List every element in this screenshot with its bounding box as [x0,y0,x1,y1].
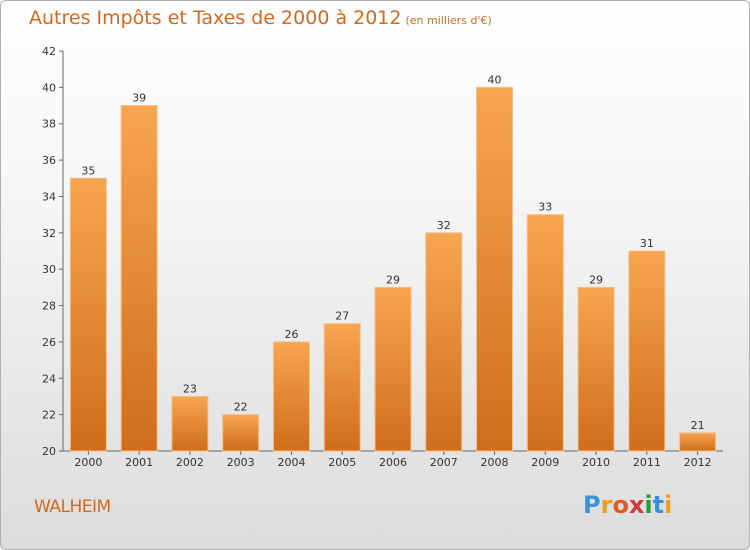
bar-2002 [171,395,209,452]
value-label: 26 [284,328,298,341]
logo-letter: r [600,491,613,519]
value-label: 27 [335,310,349,323]
value-label: 31 [640,237,654,250]
chart-title-text: Autres Impôts et Taxes de 2000 à 2012 [29,7,402,29]
proxiti-logo: Proxiti [583,491,672,519]
x-tick-label: 2007 [430,456,458,469]
bar-2009 [526,214,564,452]
bar-2005 [323,323,361,452]
logo-letter: i [644,491,653,519]
x-tick-label: 2001 [125,456,153,469]
value-label: 23 [183,382,197,395]
bar-2003 [222,414,260,452]
city-name: WALHEIM [34,497,111,517]
value-label: 33 [538,201,552,214]
y-tick-label: 42 [42,45,56,58]
y-tick-label: 32 [42,227,56,240]
value-label: 39 [132,92,146,105]
data-labels: 35 39 23 22 26 27 29 32 40 33 29 31 21 [81,73,704,431]
y-tick-label: 24 [42,372,56,385]
value-label: 32 [437,219,451,232]
x-tick-label: 2009 [531,456,559,469]
x-tick-label: 2008 [481,456,509,469]
value-label: 21 [691,419,705,432]
y-tick-label: 34 [42,190,56,203]
y-tick-label: 22 [42,409,56,422]
bar-2012 [679,432,717,452]
bar-2000 [69,177,107,452]
bar-2001 [120,105,158,452]
chart-title: Autres Impôts et Taxes de 2000 à 2012 (en… [29,7,492,29]
x-tick-label: 2000 [74,456,102,469]
x-tick-label: 2002 [176,456,204,469]
y-tick-label: 28 [42,300,56,313]
bars [69,86,717,452]
y-tick-label: 36 [42,154,56,167]
value-label: 22 [234,401,248,414]
chart-unit: (en milliers d'€) [405,14,492,27]
y-tick-label: 26 [42,336,56,349]
x-tick-label: 2003 [227,456,255,469]
bar-2006 [374,286,412,452]
x-tick-label: 2012 [684,456,712,469]
x-tick-label: 2004 [277,456,305,469]
y-tick-label: 20 [42,445,56,458]
logo-letter: t [652,491,665,519]
value-label: 29 [386,273,400,286]
logo-letter: o [612,491,629,519]
logo-letter: P [583,491,601,519]
value-label: 35 [81,164,95,177]
logo-letter: x [628,491,645,519]
x-tick-label: 2006 [379,456,407,469]
y-tick-label: 38 [42,118,56,131]
y-tick-label: 40 [42,81,56,94]
bar-2008 [476,86,514,452]
y-tick-label: 30 [42,263,56,276]
bar-2010 [577,286,615,452]
bar-2007 [425,232,463,452]
bar-2011 [628,250,666,452]
value-label: 40 [488,73,502,86]
logo-letter: i [664,491,673,519]
x-tick-label: 2010 [582,456,610,469]
x-tick-label: 2005 [328,456,356,469]
value-label: 29 [589,273,603,286]
x-tick-label: 2011 [633,456,661,469]
bar-2004 [272,341,310,452]
